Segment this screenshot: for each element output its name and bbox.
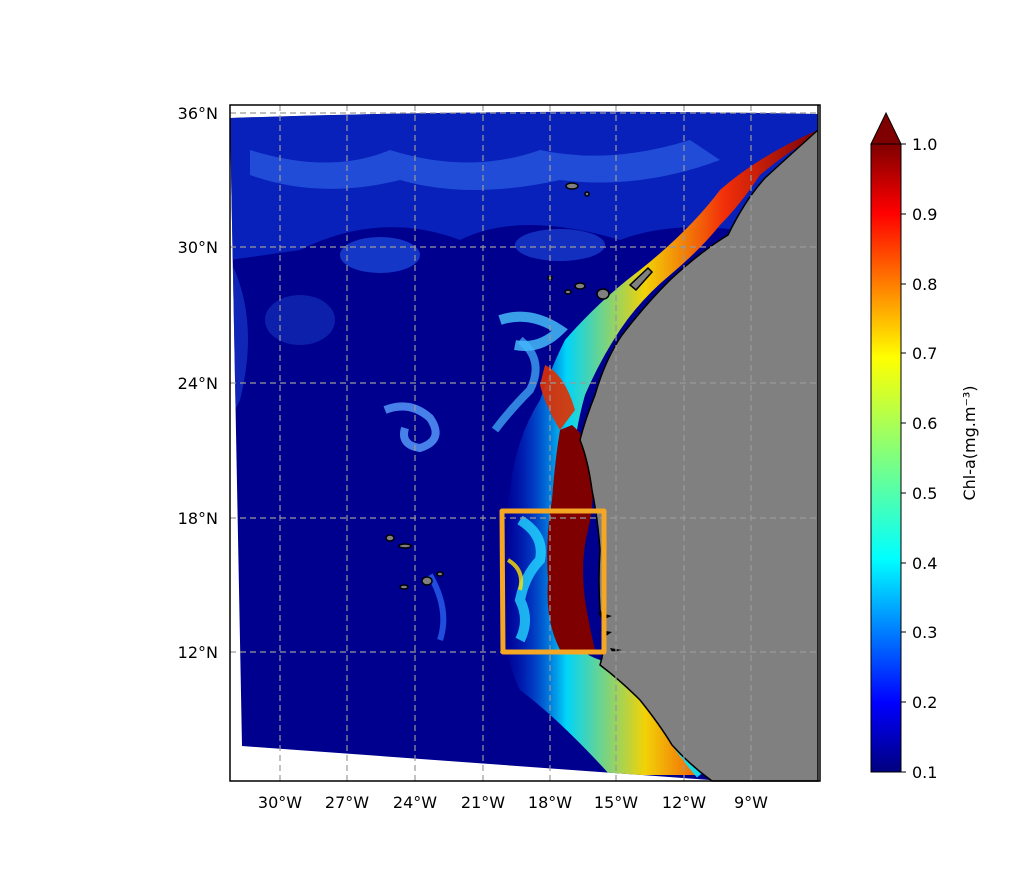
colorbar-tick-label: 0.5	[912, 484, 937, 503]
colorbar: 1.0 0.9 0.8 0.7 0.6 0.5 0.4 0.3 0.2 0.1 …	[870, 111, 979, 782]
colorbar-tick-label: 0.8	[912, 275, 937, 294]
colorbar-tick-label: 0.2	[912, 693, 937, 712]
lon-tick-label: 12°W	[662, 793, 706, 812]
lat-tick-labels: 36°N 30°N 24°N 18°N 12°N	[178, 104, 218, 662]
cape-verde-island	[398, 543, 412, 549]
madeira-island	[565, 182, 579, 190]
canary-island-east	[628, 266, 654, 292]
colorbar-extend-arrow	[870, 111, 902, 145]
canary-island	[564, 289, 572, 295]
lat-tick-label: 24°N	[178, 374, 218, 393]
lon-tick-labels: 30°W 27°W 24°W 21°W 18°W 15°W 12°W 9°W	[258, 793, 768, 812]
canary-island	[574, 282, 586, 290]
colorbar-ticks: 1.0 0.9 0.8 0.7 0.6 0.5 0.4 0.3 0.2 0.1	[901, 135, 937, 782]
land-africa	[579, 105, 819, 782]
canary-island	[596, 288, 610, 300]
colorbar-tick-label: 0.9	[912, 205, 937, 224]
swirl-1	[383, 402, 440, 453]
study-area-box	[499, 508, 607, 655]
upwelling-core-north	[540, 365, 575, 430]
lat-tick-label: 30°N	[178, 238, 218, 257]
lon-tick-label: 9°W	[734, 793, 768, 812]
lat-tick-label: 36°N	[178, 104, 218, 123]
lon-tick-label: 15°W	[594, 793, 638, 812]
lat-tick-label: 18°N	[178, 509, 218, 528]
lon-tick-label: 30°W	[258, 793, 302, 812]
eddy-3	[265, 295, 335, 345]
cape-verde-island	[399, 584, 409, 590]
cape-verde-island	[421, 576, 433, 586]
colorbar-tick-label: 0.3	[912, 623, 937, 642]
coast-river-mouths	[598, 612, 622, 652]
north-filament	[250, 140, 720, 190]
colorbar-tick-label: 0.6	[912, 414, 937, 433]
lat-tick-label: 12°N	[178, 643, 218, 662]
colorbar-tick-label: 1.0	[912, 135, 937, 154]
filament-2	[427, 573, 447, 641]
filament-cape-verde	[514, 515, 546, 643]
eddy-1	[340, 237, 420, 273]
cape-verde-island	[436, 571, 444, 577]
colorbar-gradient	[870, 143, 902, 773]
lon-tick-label: 27°W	[325, 793, 369, 812]
map-frame	[229, 104, 821, 782]
colorbar-label: Chl-a(mg.m⁻³)	[960, 385, 979, 500]
madeira-island	[584, 191, 590, 197]
lon-tick-label: 18°W	[528, 793, 572, 812]
islands	[385, 182, 654, 590]
filament-1	[491, 336, 540, 433]
eddy-2	[515, 229, 605, 261]
lon-tick-label: 21°W	[461, 793, 505, 812]
cape-verde-island	[385, 534, 395, 542]
colorbar-tick-label: 0.4	[912, 554, 937, 573]
filament-yellow	[506, 558, 524, 591]
lon-tick-label: 24°W	[393, 793, 437, 812]
upwelling-core	[547, 425, 595, 650]
colorbar-tick-label: 0.1	[912, 763, 937, 782]
colorbar-tick-label: 0.7	[912, 344, 937, 363]
